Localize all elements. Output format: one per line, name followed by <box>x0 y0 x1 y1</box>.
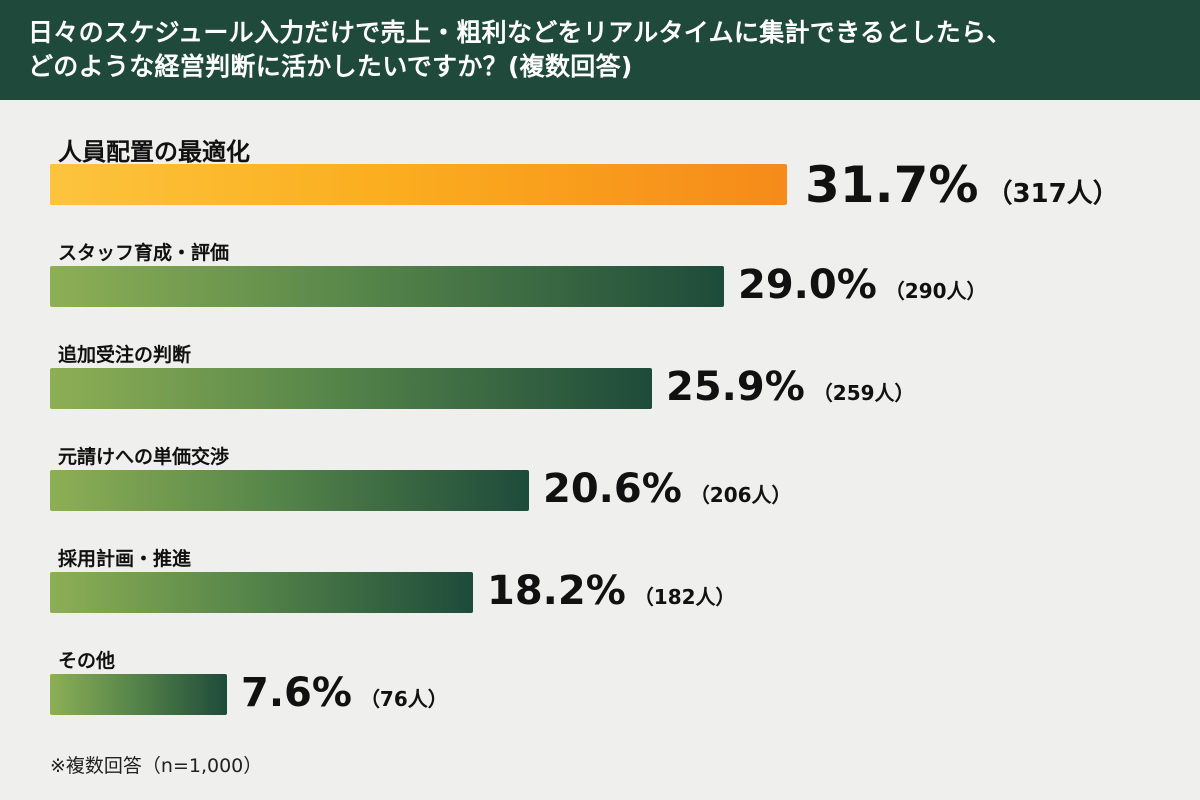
category-label: 人員配置の最適化 <box>58 138 250 166</box>
bar <box>50 674 227 715</box>
bar-chart: 人員配置の最適化 31.7% （317人） スタッフ育成・評価 29.0% （290人） 追… <box>0 100 1200 800</box>
value-label: 18.2% （182人） <box>487 568 736 614</box>
chart-title-line-1: 日々のスケジュール入力だけで売上・粗利などをリアルタイムに集計できるとしたら、 <box>28 18 1012 47</box>
bar <box>50 164 787 205</box>
value-label: 20.6% （206人） <box>543 466 792 512</box>
footnote: ※複数回答（n=1,000） <box>50 755 263 777</box>
count-label: （290人） <box>884 279 987 303</box>
count-label: （182人） <box>633 585 736 609</box>
percent-label: 20.6% <box>543 466 682 512</box>
bar <box>50 572 473 613</box>
bar <box>50 368 652 409</box>
chart-title-line-2: どのような経営判断に活かしたいですか？(複数回答) <box>28 52 633 81</box>
bar <box>50 266 724 307</box>
category-label: スタッフ育成・評価 <box>58 242 230 264</box>
percent-label: 7.6% <box>241 670 352 716</box>
chart-header: 日々のスケジュール入力だけで売上・粗利などをリアルタイムに集計できるとしたら、 … <box>0 0 1200 100</box>
count-label: （317人） <box>986 179 1119 209</box>
category-label: 追加受注の判断 <box>58 344 192 366</box>
category-label: その他 <box>58 650 116 672</box>
category-label: 元請けへの単価交渉 <box>58 446 230 468</box>
value-label: 7.6% （76人） <box>241 670 448 716</box>
percent-label: 29.0% <box>738 262 877 308</box>
count-label: （76人） <box>359 687 448 711</box>
value-label: 31.7% （317人） <box>805 156 1119 214</box>
percent-label: 31.7% <box>805 156 979 214</box>
category-label: 採用計画・推進 <box>58 548 192 570</box>
value-label: 25.9% （259人） <box>666 364 915 410</box>
count-label: （259人） <box>812 381 915 405</box>
percent-label: 25.9% <box>666 364 805 410</box>
count-label: （206人） <box>689 483 792 507</box>
value-label: 29.0% （290人） <box>738 262 987 308</box>
percent-label: 18.2% <box>487 568 626 614</box>
bar <box>50 470 529 511</box>
